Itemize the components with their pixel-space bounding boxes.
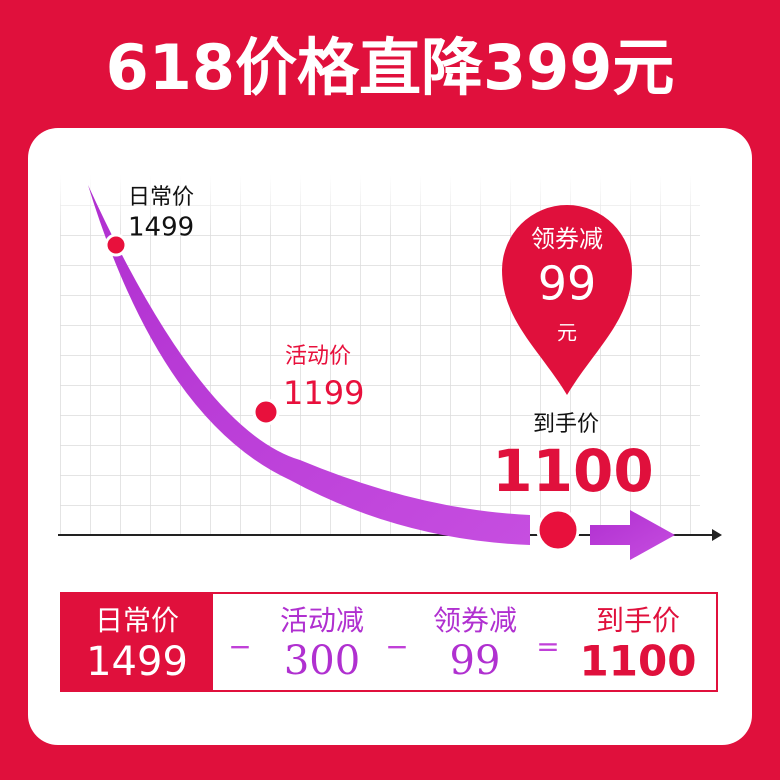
eq-event-value: 300 [284, 638, 360, 684]
eq-final-label: 到手价 [596, 604, 680, 637]
pin-label: 领券减 [531, 225, 603, 253]
regular-price: 1499 [128, 213, 194, 243]
eq-coupon-value: 99 [450, 638, 501, 684]
event-dot [252, 398, 280, 426]
final-dot [536, 508, 580, 552]
title: 618价格直降399元 [106, 31, 675, 104]
regular-label: 日常价 [128, 185, 194, 210]
eq-operator: = [536, 630, 559, 663]
regular-dot [104, 233, 128, 257]
final-price: 1100 [492, 437, 653, 505]
pin-amount: 99 [538, 257, 597, 311]
eq-operator: − [385, 630, 408, 663]
eq-final-value: 1100 [580, 637, 697, 686]
axis-arrow [712, 529, 722, 541]
price-curve [88, 185, 530, 545]
eq-event-label: 活动减 [280, 604, 364, 637]
pin-unit: 元 [557, 321, 577, 345]
eq-regular-value: 1499 [86, 639, 188, 685]
eq-regular-label: 日常价 [95, 604, 179, 637]
event-label: 活动价 [285, 344, 351, 369]
curve-arrow [590, 510, 675, 560]
eq-operator: − [228, 630, 251, 663]
equation-regular-bg [60, 592, 213, 692]
final-label: 到手价 [533, 412, 599, 437]
event-price: 1199 [283, 374, 364, 412]
eq-coupon-label: 领券减 [433, 604, 517, 637]
coupon-pin [502, 205, 632, 395]
